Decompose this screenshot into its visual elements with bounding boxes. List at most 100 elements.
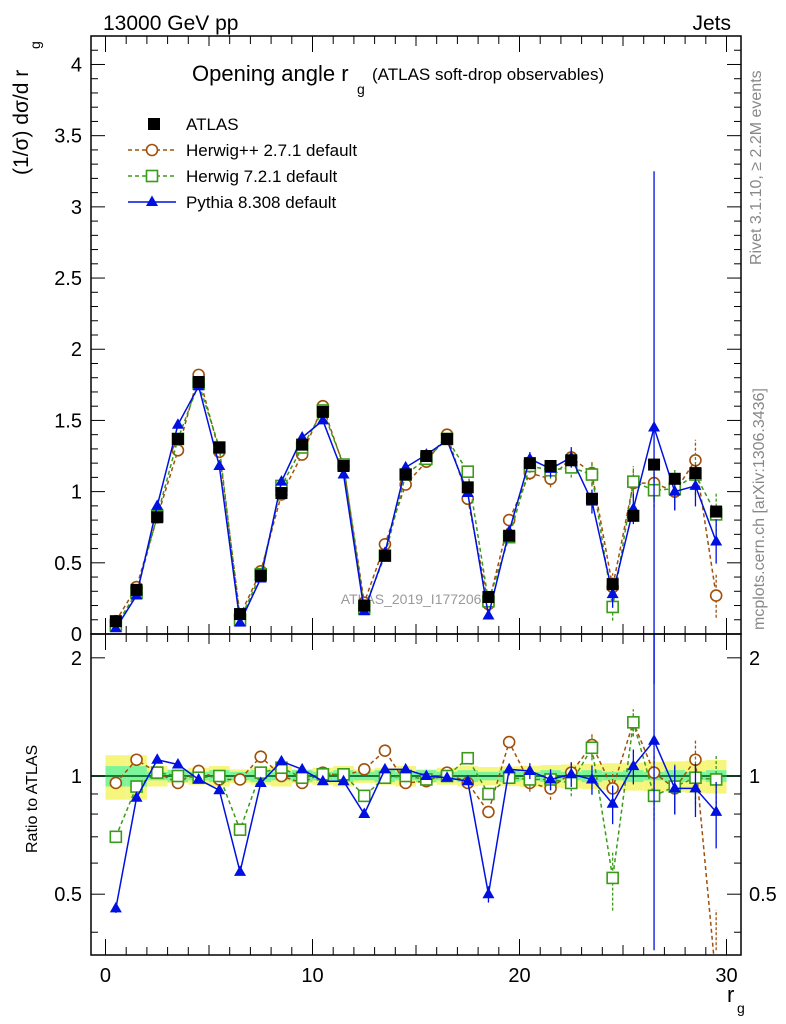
data-point-atlas	[461, 481, 474, 494]
data-point-pythia	[668, 485, 681, 496]
series-atlas	[109, 375, 723, 628]
watermark: ATLAS_2019_I1772062	[341, 591, 490, 607]
data-point-pythia	[689, 781, 702, 793]
data-point-herwig7	[585, 741, 599, 755]
ratio-line-herwig7	[115, 722, 717, 879]
data-point-pythia	[503, 762, 516, 774]
x-tick-label: 0	[100, 965, 111, 987]
data-point-atlas	[234, 608, 247, 621]
ratio-clipped-group	[109, 634, 723, 955]
ratio-frame	[90, 633, 742, 956]
data-point-atlas	[420, 450, 433, 463]
data-point-pythia	[109, 901, 122, 913]
data-point-atlas	[358, 599, 371, 612]
title-main: Opening angle r	[192, 61, 349, 86]
data-point-pythia	[668, 781, 681, 793]
data-point-atlas	[585, 492, 598, 505]
data-point-pythia	[316, 774, 329, 786]
data-point-herwig7	[461, 465, 475, 478]
data-point-pythia	[296, 762, 309, 774]
legend-label-atlas: ATLAS	[186, 115, 239, 134]
x-axis-label: r g	[727, 982, 745, 1016]
data-point-herwigpp	[130, 753, 143, 767]
main-series-layer	[109, 171, 723, 684]
data-point-atlas	[441, 432, 454, 445]
ratio-y-tick-label-right: 1	[749, 766, 760, 788]
data-point-atlas	[544, 459, 557, 472]
data-point-atlas	[668, 472, 681, 485]
ylabel-main-sub: g	[27, 41, 43, 49]
data-point-pythia	[482, 608, 495, 620]
data-point-pythia	[171, 757, 184, 769]
data-point-herwig7	[150, 766, 164, 779]
data-point-atlas	[192, 375, 205, 388]
data-point-pythia	[378, 762, 391, 774]
xlabel-sub: g	[737, 1000, 745, 1016]
rivet-label: Rivet 3.1.10, ≥ 2.2M events	[748, 70, 765, 265]
data-point-herwig7	[295, 771, 309, 785]
data-point-herwig7	[357, 789, 371, 803]
data-point-pythia	[151, 753, 164, 764]
title-sub: g	[357, 81, 365, 97]
data-point-pythia	[482, 887, 495, 899]
data-point-atlas	[109, 615, 122, 628]
data-point-pythia	[689, 479, 702, 490]
data-point-atlas	[130, 583, 143, 596]
legend-entry-herwig7: Herwig 7.2.1 default	[128, 167, 337, 186]
legend: ATLAS Herwig++ 2.7.1 default Herwig 7.2.…	[128, 115, 357, 212]
xlabel-main: r	[727, 982, 734, 1007]
data-point-pythia	[585, 772, 598, 784]
data-point-pythia	[399, 762, 412, 774]
data-point-herwigpp	[357, 763, 371, 776]
data-point-pythia	[151, 499, 164, 510]
data-point-pythia	[192, 772, 205, 784]
data-point-pythia	[420, 769, 433, 781]
data-point-pythia	[523, 764, 536, 775]
y-tick-label-main: 3	[71, 197, 82, 219]
data-point-atlas	[399, 468, 412, 481]
legend-label-herwigpp: Herwig++ 2.7.1 default	[186, 141, 357, 160]
data-point-atlas	[648, 458, 661, 471]
legend-label-herwig7: Herwig 7.2.1 default	[186, 167, 337, 186]
data-point-atlas	[523, 457, 536, 470]
header-left: 13000 GeV pp	[103, 12, 238, 35]
data-point-herwig7	[109, 830, 123, 844]
legend-marker-herwigpp	[145, 143, 159, 157]
data-point-pythia	[441, 771, 454, 782]
data-point-atlas	[482, 590, 495, 603]
ratio-series-herwig7	[109, 709, 723, 911]
y-tick-label-main: 1	[71, 482, 82, 504]
legend-marker-herwig7	[145, 169, 159, 183]
data-point-pythia	[461, 774, 474, 786]
y-tick-label-main: 3.5	[54, 126, 82, 148]
header-right: Jets	[692, 12, 731, 35]
data-point-atlas	[689, 467, 702, 480]
data-point-herwigpp	[254, 750, 268, 763]
series-line-herwig7	[115, 381, 717, 626]
data-point-pythia	[213, 459, 226, 470]
data-point-pythia	[275, 475, 288, 486]
data-point-herwig7	[233, 823, 247, 836]
data-point-pythia	[234, 616, 247, 627]
data-point-herwig7	[627, 475, 640, 488]
mcplots-label: mcplots.cern.ch [arXiv:1306.3436]	[751, 388, 768, 630]
data-point-herwigpp	[109, 776, 123, 790]
data-point-herwig7	[213, 769, 226, 783]
series-line-herwigpp	[115, 372, 717, 622]
y-axis-label-main: (1/σ) dσ/d r g	[10, 41, 43, 175]
data-point-herwig7	[482, 787, 495, 801]
ratio-y-tick-label-left: 1	[71, 766, 82, 788]
data-point-atlas	[296, 438, 309, 451]
data-point-atlas	[316, 405, 329, 418]
y-tick-label-main: 4	[71, 54, 82, 76]
y-axis-label-ratio: Ratio to ATLAS	[24, 745, 41, 853]
legend-label-pythia: Pythia 8.308 default	[186, 193, 337, 212]
x-tick-label: 10	[301, 965, 323, 987]
data-point-pythia	[316, 413, 329, 425]
data-point-pythia	[565, 767, 578, 779]
data-point-herwigpp	[502, 735, 516, 749]
legend-entry-herwigpp: Herwig++ 2.7.1 default	[128, 141, 357, 160]
ratio-series-layer	[109, 634, 723, 955]
data-point-pythia	[171, 418, 184, 429]
